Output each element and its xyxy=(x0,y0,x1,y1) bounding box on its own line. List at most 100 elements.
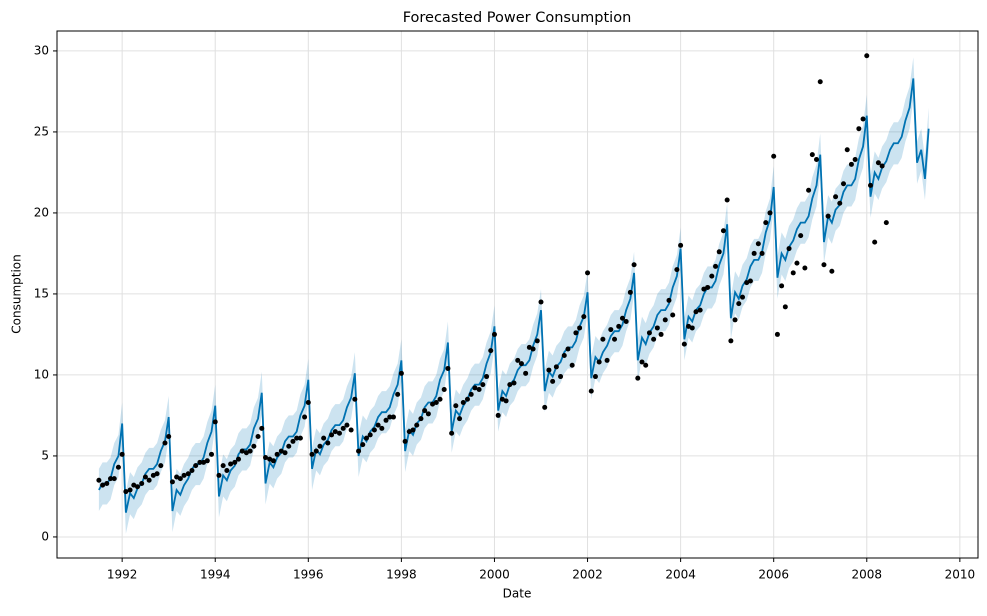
x-tick-label: 2000 xyxy=(479,568,510,582)
actual-point xyxy=(166,433,172,439)
actual-point xyxy=(379,425,385,431)
actual-point xyxy=(123,489,129,495)
actual-point xyxy=(220,463,226,469)
actual-point xyxy=(833,194,839,200)
actual-point xyxy=(317,443,323,449)
actual-point xyxy=(441,387,447,393)
actual-point xyxy=(619,315,625,321)
actual-point xyxy=(817,79,823,85)
x-tick-label: 1998 xyxy=(386,568,417,582)
actual-point xyxy=(100,482,106,488)
actual-point xyxy=(259,425,265,431)
actual-point xyxy=(573,330,579,336)
actual-point xyxy=(146,477,152,483)
actual-point xyxy=(321,435,327,441)
actual-point xyxy=(553,364,559,370)
actual-point xyxy=(142,474,148,480)
actual-point xyxy=(430,401,436,407)
actual-point xyxy=(732,317,738,323)
actual-point xyxy=(658,331,664,337)
actual-point xyxy=(108,476,114,482)
actual-point xyxy=(825,213,831,219)
actual-point xyxy=(848,161,854,167)
actual-point xyxy=(623,318,629,324)
actual-point xyxy=(297,435,303,441)
actual-point xyxy=(709,273,715,279)
actual-point xyxy=(262,455,268,461)
actual-point xyxy=(523,370,529,376)
actual-point xyxy=(837,200,843,206)
actual-point xyxy=(860,116,866,122)
actual-point xyxy=(418,416,424,422)
actual-point xyxy=(806,187,812,193)
y-tick-label: 20 xyxy=(34,205,49,219)
actual-point xyxy=(201,459,207,465)
actual-point xyxy=(779,283,785,289)
actual-point xyxy=(643,362,649,368)
x-tick-label: 2004 xyxy=(665,568,696,582)
actual-point xyxy=(457,416,463,422)
actual-point xyxy=(558,374,564,380)
actual-point xyxy=(507,382,513,388)
actual-point xyxy=(604,357,610,363)
actual-point xyxy=(290,438,296,444)
actual-point xyxy=(224,468,230,474)
actual-point xyxy=(872,239,878,245)
actual-point xyxy=(375,422,381,428)
actual-point xyxy=(410,427,416,433)
actual-point xyxy=(239,448,245,454)
actual-point xyxy=(600,336,606,342)
actual-point xyxy=(841,181,847,187)
actual-point xyxy=(767,210,773,216)
actual-point xyxy=(255,433,261,439)
actual-point xyxy=(585,270,591,276)
actual-point xyxy=(499,396,505,402)
actual-point xyxy=(305,399,311,405)
actual-point xyxy=(325,440,331,446)
actual-point xyxy=(177,476,183,482)
actual-point xyxy=(414,422,420,428)
actual-point xyxy=(437,396,443,402)
actual-point xyxy=(309,451,315,457)
actual-point xyxy=(651,336,657,342)
actual-point xyxy=(251,443,257,449)
actual-point xyxy=(302,414,308,420)
actual-point xyxy=(821,262,827,268)
actual-point xyxy=(352,396,358,402)
actual-point xyxy=(786,246,792,252)
actual-point xyxy=(398,370,404,376)
actual-point xyxy=(759,250,765,256)
actual-point xyxy=(503,398,509,404)
plot-frame xyxy=(56,30,979,559)
actual-point xyxy=(534,338,540,344)
actual-point xyxy=(646,330,652,336)
actual-point xyxy=(763,220,769,226)
actual-point xyxy=(111,476,117,482)
actual-point xyxy=(433,399,439,405)
chart-title: Forecasted Power Consumption xyxy=(403,10,632,26)
actual-point xyxy=(174,474,180,480)
actual-point xyxy=(135,484,141,490)
actual-point xyxy=(472,385,478,391)
actual-point xyxy=(236,456,242,462)
actual-point xyxy=(395,391,401,397)
actual-point xyxy=(212,419,218,425)
actual-point xyxy=(332,429,338,435)
actual-point xyxy=(867,182,873,188)
x-tick-label: 2010 xyxy=(945,568,976,582)
actual-point xyxy=(809,152,815,158)
actual-point xyxy=(829,268,835,274)
actual-point xyxy=(705,284,711,290)
actual-point xyxy=(852,156,858,162)
y-tick-label: 25 xyxy=(34,124,49,138)
actual-point xyxy=(329,432,335,438)
actual-point xyxy=(631,262,637,268)
actual-point xyxy=(278,448,284,454)
x-tick-label: 2008 xyxy=(851,568,882,582)
x-tick-label: 2006 xyxy=(758,568,789,582)
actual-point xyxy=(336,430,342,436)
x-tick-label: 2002 xyxy=(572,568,603,582)
actual-point xyxy=(480,382,486,388)
actual-point xyxy=(274,451,280,457)
